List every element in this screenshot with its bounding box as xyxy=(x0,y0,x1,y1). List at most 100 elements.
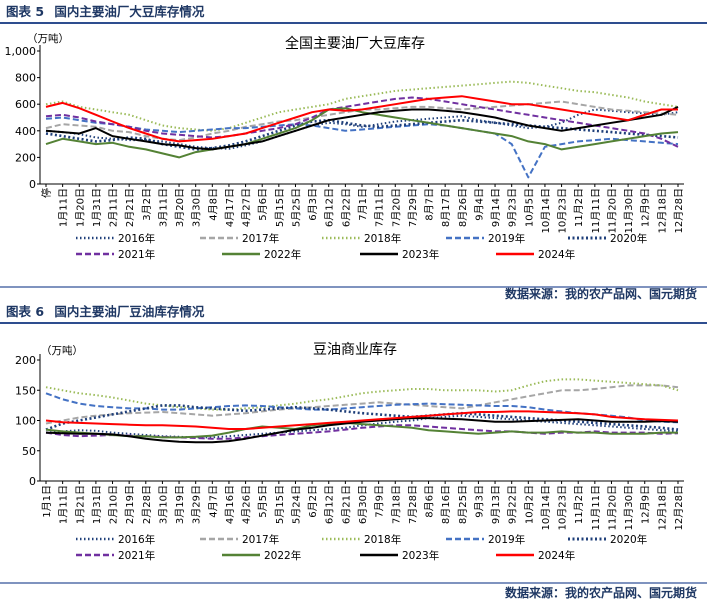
y-axis-unit: （万吨） xyxy=(41,344,83,357)
x-tick-label: 3月10日 xyxy=(157,485,169,524)
y-axis-unit: （万吨） xyxy=(27,32,69,45)
legend-label: 2016年 xyxy=(118,232,155,245)
figure-6-label: 图表 6 xyxy=(6,304,45,319)
x-tick-label: 8月17日 xyxy=(440,188,452,227)
figure-5-bottom-rule xyxy=(0,286,707,288)
x-tick-label: 12月28日 xyxy=(673,485,685,530)
x-tick-label: 7月29日 xyxy=(407,188,419,227)
legend-label: 2016年 xyxy=(118,533,155,546)
chart-soybean-inventory: 全国主要油厂大豆库存 （万吨） 0 200 400 600 800 1,000 停 1月11日 1月… xyxy=(5,32,686,261)
legend-label: 2024年 xyxy=(538,549,575,562)
x-tick-label: 5月5日 xyxy=(257,485,269,518)
x-tick-label: 2月28日 xyxy=(141,485,153,524)
x-tick-label: 11月11日 xyxy=(590,485,602,530)
y-tick-label: 1,000 xyxy=(5,45,37,58)
x-tick-label: 9月14日 xyxy=(490,188,502,227)
x-tick-label: 10月23日 xyxy=(557,485,569,530)
legend-label: 2023年 xyxy=(402,248,439,261)
x-tick-label: 3月11日 xyxy=(157,188,169,227)
y-tick-label: 400 xyxy=(15,125,36,138)
series-line-2018年 xyxy=(45,378,679,411)
x-tick-label: 停 xyxy=(40,188,53,198)
x-tick-label: 3月20日 xyxy=(174,188,186,227)
legend-label: 2017年 xyxy=(242,232,279,245)
x-tick-label: 1月11日 xyxy=(58,188,70,227)
series-line-2017年 xyxy=(45,384,679,425)
legend-label: 2023年 xyxy=(402,549,439,562)
x-tick-label: 2月21日 xyxy=(124,188,136,227)
legend-label: 2021年 xyxy=(118,248,155,261)
x-tick-label: 3月2日 xyxy=(141,188,153,221)
x-tick-label: 6月22日 xyxy=(340,188,352,227)
x-tick-label: 6月3日 xyxy=(307,188,319,221)
legend-label: 2019年 xyxy=(488,533,525,546)
x-tick-label: 7月20日 xyxy=(390,188,402,227)
x-tick-label: 3月19日 xyxy=(174,485,186,524)
legend-label: 2019年 xyxy=(488,232,525,245)
series-line-2024年 xyxy=(45,95,678,143)
x-tick-label: 9月13日 xyxy=(490,485,502,524)
x-tick-label: 5月6日 xyxy=(257,188,269,221)
y-tick-label: 50 xyxy=(22,445,36,458)
x-tick-label: 8月25日 xyxy=(457,485,469,524)
x-tick-label: 2月10日 xyxy=(108,485,120,524)
figure-6-header: 图表 6 国内主要油厂豆油库存情况 xyxy=(0,302,707,322)
x-tick-label: 12月9日 xyxy=(640,485,652,524)
x-tick-label: 8月7日 xyxy=(424,188,436,221)
x-tick-label: 8月26日 xyxy=(457,188,469,227)
y-tick-label: 200 xyxy=(15,151,36,164)
x-tick-label: 6月12日 xyxy=(324,485,336,524)
series-line-2022年 xyxy=(45,421,678,439)
x-tick-label: 4月7日 xyxy=(207,485,219,518)
x-tick-label: 5月15日 xyxy=(274,188,286,227)
x-tick-label: 11月2日 xyxy=(573,188,585,227)
figure-6-top-rule xyxy=(0,322,707,324)
x-tick-label: 9月23日 xyxy=(507,188,519,227)
figure-6-bottom-rule xyxy=(0,582,707,584)
x-tick-label: 5月24日 xyxy=(290,485,302,524)
x-tick-label: 5月25日 xyxy=(290,188,302,227)
series-line-2017年 xyxy=(45,100,679,142)
x-tick-label: 3月29日 xyxy=(191,485,203,524)
figure-5-source: 数据来源：我的农产品网、国元期货 xyxy=(504,287,697,301)
x-tick-label: 10月14日 xyxy=(540,485,552,530)
y-tick-label: 100 xyxy=(15,415,36,428)
series-line-2016年 xyxy=(45,414,679,439)
x-tick-label: 9月3日 xyxy=(473,485,485,518)
y-tick-label: 0 xyxy=(29,475,36,488)
series-line-2024年 xyxy=(45,410,679,430)
x-tick-label: 11月20日 xyxy=(606,188,618,233)
x-tick-label: 10月23日 xyxy=(557,188,569,233)
x-tick-label: 1月31日 xyxy=(91,485,103,524)
figure-5-title: 国内主要油厂大豆库存情况 xyxy=(54,4,205,19)
x-tick-label: 4月26日 xyxy=(241,485,253,524)
x-tick-label: 7月11日 xyxy=(374,188,386,227)
x-tick-label: 10月2日 xyxy=(523,485,535,524)
x-tick-label: 11月30日 xyxy=(623,485,635,530)
x-tick-label: 12月28日 xyxy=(673,188,685,233)
x-tick-label: 6月2日 xyxy=(307,485,319,518)
x-tick-label: 6月21日 xyxy=(340,485,352,524)
chart-title: 豆油商业库存 xyxy=(313,342,397,358)
legend-label: 2021年 xyxy=(118,549,155,562)
x-tick-label: 11月2日 xyxy=(573,485,585,524)
x-tick-label: 10月5日 xyxy=(523,188,535,227)
x-tick-label: 9月22日 xyxy=(507,485,519,524)
y-tick-label: 800 xyxy=(15,72,36,85)
y-tick-label: 200 xyxy=(15,354,36,367)
series-line-2019年 xyxy=(45,392,679,424)
x-tick-label: 7月9日 xyxy=(374,485,386,518)
x-tick-label: 4月8日 xyxy=(207,188,219,221)
x-tick-label: 5月15日 xyxy=(274,485,286,524)
x-tick-label: 7月1日 xyxy=(357,188,369,221)
x-tick-label: 6月30日 xyxy=(357,485,369,524)
series-line-2022年 xyxy=(45,107,679,159)
series-line-2023年 xyxy=(45,105,679,151)
x-tick-label: 1月11日 xyxy=(58,485,70,524)
series-line-2018年 xyxy=(45,80,679,132)
x-tick-label: 11月20日 xyxy=(606,485,618,530)
x-tick-label: 8月16日 xyxy=(440,485,452,524)
x-tick-label: 7月18日 xyxy=(390,485,402,524)
figure-6-title: 国内主要油厂豆油库存情况 xyxy=(54,304,205,319)
figure-5-label: 图表 5 xyxy=(6,4,45,19)
